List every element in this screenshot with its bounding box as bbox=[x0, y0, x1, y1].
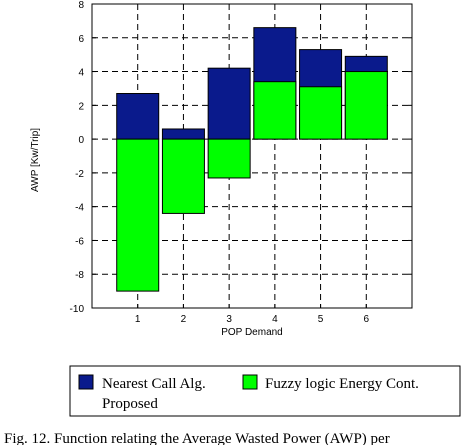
figure-caption: Fig. 12. Function relating the Average W… bbox=[4, 431, 390, 445]
legend-label-nearest-call: Nearest Call Alg. bbox=[102, 376, 206, 392]
x-tick-label: 2 bbox=[181, 314, 187, 325]
y-tick-label: 0 bbox=[78, 135, 84, 146]
bar-nearest-call-2 bbox=[161, 128, 205, 140]
y-axis-label: AWP [Kw/Trip] bbox=[30, 128, 41, 192]
legend-label-proposed: Proposed bbox=[102, 396, 158, 412]
x-tick-label: 3 bbox=[226, 314, 232, 325]
bar-fuzzy-logic-6 bbox=[344, 71, 388, 140]
y-tick-label: -10 bbox=[70, 304, 85, 315]
y-tick-label: 2 bbox=[78, 101, 84, 112]
x-tick-label: 4 bbox=[272, 314, 278, 325]
bar-fuzzy-logic-1 bbox=[116, 138, 160, 292]
y-tick-label: -8 bbox=[75, 270, 84, 281]
legend-swatch-nearest-call bbox=[78, 374, 94, 390]
bars bbox=[116, 27, 388, 292]
bar-nearest-call-1 bbox=[116, 93, 160, 140]
y-tick-label: -4 bbox=[75, 203, 84, 214]
x-axis-label: POP Demand bbox=[221, 327, 283, 338]
y-tick-label: -2 bbox=[75, 169, 84, 180]
bar-fuzzy-logic-2 bbox=[161, 138, 205, 214]
legend-swatch-fuzzy-logic bbox=[242, 374, 258, 390]
x-tick-label: 1 bbox=[135, 314, 141, 325]
bar-fuzzy-logic-5 bbox=[299, 86, 343, 140]
x-tick-label: 6 bbox=[364, 314, 370, 325]
y-tick-label: 8 bbox=[78, 0, 84, 11]
y-tick-label: 6 bbox=[78, 34, 84, 45]
y-tick-label: 4 bbox=[78, 68, 84, 79]
y-tick-label: -6 bbox=[75, 236, 84, 247]
legend-frame bbox=[69, 365, 461, 417]
legend-label-fuzzy-logic: Fuzzy logic Energy Cont. bbox=[265, 376, 419, 392]
x-tick-label: 5 bbox=[318, 314, 324, 325]
legend: Nearest Call Alg. Proposed Fuzzy logic E… bbox=[69, 365, 461, 417]
tick-labels: 8 6 4 2 0 -2 -4 -6 -8 -10 1 2 3 4 5 6 bbox=[70, 0, 412, 325]
bar-nearest-call-3 bbox=[207, 67, 251, 140]
bar-fuzzy-logic-4 bbox=[253, 81, 297, 140]
bar-fuzzy-logic-3 bbox=[207, 138, 251, 179]
plot-frame bbox=[91, 3, 413, 309]
